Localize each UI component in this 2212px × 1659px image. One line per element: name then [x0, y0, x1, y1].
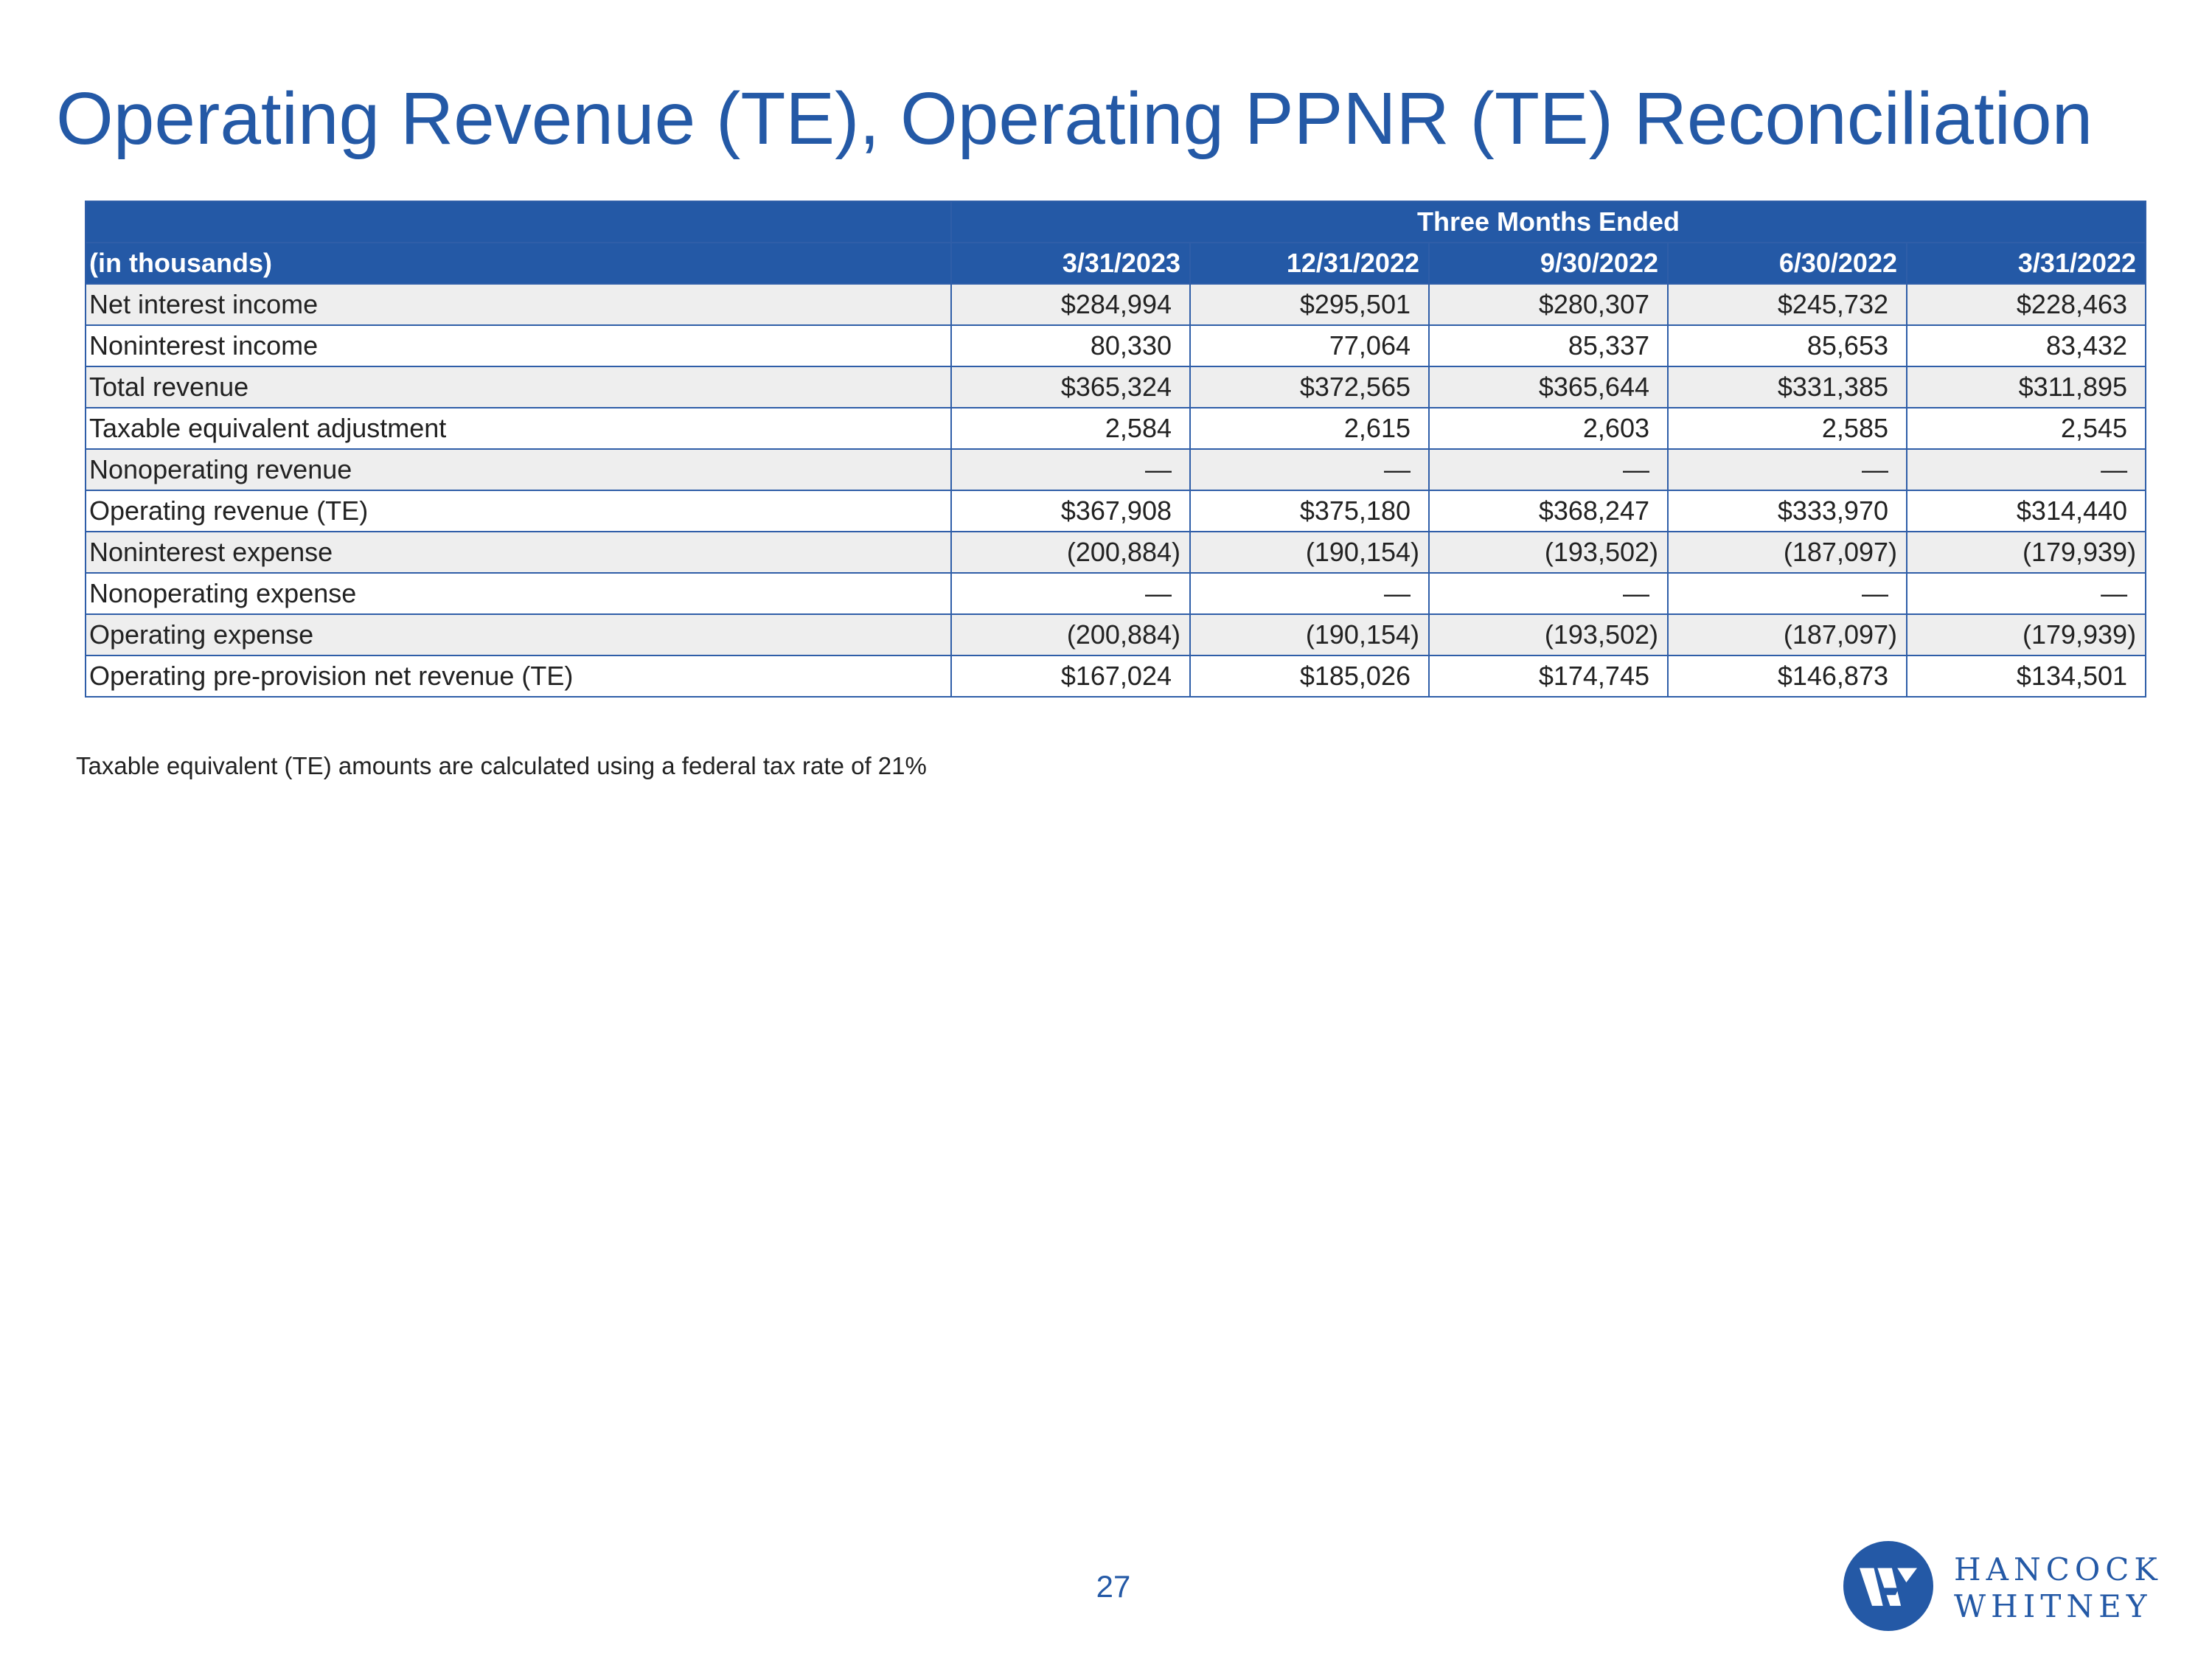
table-cell: 2,584 — [950, 407, 1191, 450]
row-label: Taxable equivalent adjustment — [85, 407, 952, 450]
table-cell: $375,180 — [1189, 490, 1430, 532]
footnote: Taxable equivalent (TE) amounts are calc… — [76, 752, 927, 779]
table-cell: $228,463 — [1905, 283, 2147, 326]
table-cell: (193,502) — [1428, 613, 1669, 656]
table-cell: $365,324 — [950, 366, 1191, 408]
table-cell: — — [1428, 572, 1669, 615]
table-cell: — — [950, 572, 1191, 615]
page-title: Operating Revenue (TE), Operating PPNR (… — [56, 77, 2093, 160]
row-label: Operating expense — [85, 613, 952, 656]
table-cell: — — [950, 448, 1191, 491]
row-label: Noninterest income — [85, 324, 952, 367]
table-cell: — — [1667, 448, 1907, 491]
row-label: Noninterest expense — [85, 531, 952, 574]
table-cell: — — [1189, 572, 1430, 615]
table-cell: 85,653 — [1667, 324, 1907, 367]
table-cell: 2,615 — [1189, 407, 1430, 450]
row-label: Nonoperating revenue — [85, 448, 952, 491]
table-cell: 83,432 — [1905, 324, 2147, 367]
table-cell: $295,501 — [1189, 283, 1430, 326]
logo-text-line1: HANCOCK — [1954, 1551, 2163, 1587]
reconciliation-table: Three Months Ended (in thousands) 3/31/2… — [85, 201, 2147, 698]
empty-header-cell — [85, 201, 952, 243]
hancock-whitney-logo-icon — [1843, 1541, 1933, 1631]
column-header: 6/30/2022 — [1667, 242, 1907, 285]
row-label: Net interest income — [85, 283, 952, 326]
column-header: 12/31/2022 — [1189, 242, 1430, 285]
table-cell: $167,024 — [950, 655, 1191, 698]
table-header-row: (in thousands) 3/31/2023 12/31/2022 9/30… — [85, 242, 2147, 285]
table-cell: 2,603 — [1428, 407, 1669, 450]
table-cell: (193,502) — [1428, 531, 1669, 574]
table-cell: (187,097) — [1667, 613, 1907, 656]
column-header: 3/31/2023 — [950, 242, 1191, 285]
table-cell: $331,385 — [1667, 366, 1907, 408]
table-cell: (187,097) — [1667, 531, 1907, 574]
table-cell: $365,644 — [1428, 366, 1669, 408]
table-cell: (200,884) — [950, 613, 1191, 656]
row-label: Nonoperating expense — [85, 572, 952, 615]
table-cell: $368,247 — [1428, 490, 1669, 532]
page-number: 27 — [1096, 1569, 1131, 1604]
table-cell: $185,026 — [1189, 655, 1430, 698]
logo-text-line2: WHITNEY — [1954, 1588, 2152, 1624]
row-label: Total revenue — [85, 366, 952, 408]
table-cell: 80,330 — [950, 324, 1191, 367]
table-cell: 2,585 — [1667, 407, 1907, 450]
table-cell: $174,745 — [1428, 655, 1669, 698]
table-row: Operating pre-provision net revenue (TE)… — [85, 655, 2147, 698]
table-row: Noninterest expense (200,884) (190,154) (19… — [85, 531, 2147, 574]
table-row: Net interest income $284,994 $295,501 $280,… — [85, 283, 2147, 326]
table-cell: — — [1428, 448, 1669, 491]
group-header: Three Months Ended — [950, 201, 2147, 243]
table-cell: $311,895 — [1905, 366, 2147, 408]
table-cell: — — [1189, 448, 1430, 491]
table-cell: (200,884) — [950, 531, 1191, 574]
table-cell: 2,545 — [1905, 407, 2147, 450]
table-group-header-row: Three Months Ended — [85, 201, 2147, 243]
table-cell: (190,154) — [1189, 613, 1430, 656]
row-label: Operating revenue (TE) — [85, 490, 952, 532]
table-cell: $367,908 — [950, 490, 1191, 532]
table-cell: — — [1667, 572, 1907, 615]
hancock-whitney-logo: HANCOCK WHITNEY — [1843, 1541, 2168, 1637]
table-row: Operating revenue (TE) $367,908 $375,180 $3… — [85, 490, 2147, 532]
row-label: Operating pre-provision net revenue (TE) — [85, 655, 952, 698]
table-cell: — — [1905, 572, 2147, 615]
table-row: Noninterest income 80,330 77,064 85,337 85,6… — [85, 324, 2147, 367]
table-cell: $314,440 — [1905, 490, 2147, 532]
table-row: Operating expense (200,884) (190,154) (193,… — [85, 613, 2147, 656]
table-body: Net interest income $284,994 $295,501 $280,… — [85, 283, 2147, 698]
table-row: Taxable equivalent adjustment 2,584 2,615 2… — [85, 407, 2147, 450]
label-column-header: (in thousands) — [85, 242, 952, 285]
table-row: Nonoperating revenue — — — — — — [85, 448, 2147, 491]
table-cell: (179,939) — [1905, 613, 2147, 656]
table-cell: (190,154) — [1189, 531, 1430, 574]
table-cell: $372,565 — [1189, 366, 1430, 408]
table-cell: $333,970 — [1667, 490, 1907, 532]
table-cell: $280,307 — [1428, 283, 1669, 326]
table-cell: 77,064 — [1189, 324, 1430, 367]
logo-wordmark: HANCOCK WHITNEY — [1954, 1551, 2163, 1625]
table-cell: — — [1905, 448, 2147, 491]
table-row: Nonoperating expense — — — — — — [85, 572, 2147, 615]
table-cell: $134,501 — [1905, 655, 2147, 698]
column-header: 3/31/2022 — [1905, 242, 2147, 285]
table-cell: $146,873 — [1667, 655, 1907, 698]
table-row: Total revenue $365,324 $372,565 $365,644 $33… — [85, 366, 2147, 408]
column-header: 9/30/2022 — [1428, 242, 1669, 285]
table-cell: $284,994 — [950, 283, 1191, 326]
table-cell: (179,939) — [1905, 531, 2147, 574]
table-cell: 85,337 — [1428, 324, 1669, 367]
table-cell: $245,732 — [1667, 283, 1907, 326]
